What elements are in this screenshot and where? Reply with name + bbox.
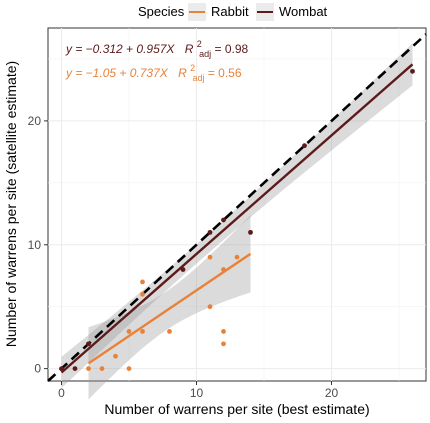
data-point-rabbit — [221, 329, 226, 334]
equation-wombat-text: y = −0.312 + 0.957X — [65, 42, 175, 56]
data-point-rabbit — [126, 366, 132, 372]
data-point-rabbit — [221, 267, 226, 272]
fit-line-wombat — [60, 63, 414, 374]
one-to-one-reference-line — [47, 33, 427, 382]
equation-rabbit-r: R — [178, 66, 187, 80]
x-tick-label: 20 — [325, 386, 339, 400]
legend-title: Species — [138, 4, 185, 19]
confidence-ribbon-wombat — [61, 43, 413, 389]
equation-rabbit-r-value: = 0.56 — [208, 66, 242, 80]
y-axis-title: Number of warrens per site (satellite es… — [3, 61, 19, 347]
data-point-rabbit — [126, 329, 132, 334]
equation-rabbit-r-sub: adj — [192, 73, 204, 83]
data-point-wombat — [248, 229, 253, 235]
equation-rabbit-text: y = −1.05 + 0.737X — [65, 66, 169, 80]
data-point-wombat — [72, 366, 78, 372]
data-point-rabbit — [140, 291, 145, 297]
data-point-wombat — [207, 229, 213, 235]
equation-wombat-r: R — [185, 42, 194, 56]
equation-wombat-r-sub: adj — [199, 49, 211, 59]
y-tick-label: 0 — [34, 362, 41, 376]
y-tick-label: 20 — [28, 114, 42, 128]
data-point-rabbit — [86, 366, 91, 372]
x-axis-ticks: 0 10 20 — [58, 381, 338, 400]
data-point-wombat — [86, 341, 91, 347]
data-point-rabbit — [234, 254, 240, 260]
data-point-rabbit — [207, 304, 213, 310]
data-point-rabbit — [113, 353, 118, 359]
x-tick-label: 10 — [190, 386, 204, 400]
data-points — [59, 68, 415, 372]
equation-rabbit: y = −1.05 + 0.737X R 2 adj = 0.56 — [65, 60, 242, 84]
fit-lines — [60, 63, 414, 374]
data-point-rabbit — [221, 341, 226, 347]
y-tick-label: 10 — [28, 238, 42, 252]
x-axis-title: Number of warrens per site (best estimat… — [104, 401, 369, 417]
data-point-wombat — [221, 217, 226, 223]
data-point-wombat — [410, 68, 415, 74]
legend: Species Rabbit Wombat — [138, 3, 328, 21]
fit-line-rabbit — [87, 252, 252, 365]
legend-label-rabbit: Rabbit — [211, 4, 249, 19]
equation-wombat: y = −0.312 + 0.957X R 2 adj = 0.98 — [65, 36, 249, 60]
gridlines — [48, 28, 426, 381]
data-point-wombat — [180, 267, 186, 272]
x-tick-label: 0 — [58, 386, 65, 400]
data-point-wombat — [302, 143, 307, 149]
data-point-rabbit — [167, 329, 172, 334]
y-axis-ticks: 0 10 20 — [28, 114, 48, 376]
data-point-rabbit — [140, 329, 145, 334]
data-point-wombat — [59, 366, 64, 372]
equation-rabbit-r-sup: 2 — [190, 63, 195, 73]
legend-label-wombat: Wombat — [279, 4, 328, 19]
data-point-rabbit — [207, 254, 213, 260]
equation-wombat-r-value: = 0.98 — [215, 42, 249, 56]
data-point-rabbit — [140, 279, 145, 285]
equation-wombat-r-sup: 2 — [197, 39, 202, 49]
data-point-rabbit — [99, 366, 105, 372]
